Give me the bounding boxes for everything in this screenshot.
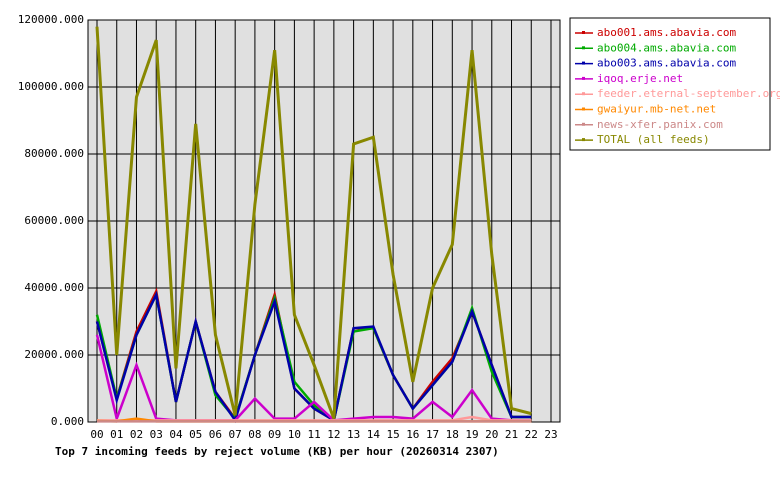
legend-label: abo001.ams.abavia.com	[597, 26, 736, 39]
legend-marker	[582, 46, 585, 50]
x-tick-label: 07	[229, 428, 242, 441]
legend-label: iqoq.erje.net	[597, 72, 683, 85]
x-tick-label: 01	[110, 428, 123, 441]
x-tick-label: 13	[347, 428, 360, 441]
legend-label: gwaiyur.mb-net.net	[597, 103, 716, 116]
y-tick-label: 60000.000	[24, 214, 84, 227]
legend-marker	[582, 92, 585, 96]
x-tick-label: 11	[308, 428, 321, 441]
x-tick-label: 04	[169, 428, 183, 441]
legend-marker	[582, 107, 585, 111]
legend-box	[569, 17, 771, 151]
legend-label: TOTAL (all feeds)	[597, 133, 710, 146]
x-tick-label: 02	[130, 428, 143, 441]
x-tick-label: 16	[406, 428, 419, 441]
x-tick-label: 05	[189, 428, 202, 441]
series-line	[95, 290, 532, 424]
legend-marker	[582, 122, 585, 126]
series-line	[95, 26, 532, 420]
legend-marker	[582, 61, 585, 65]
legend-marker	[582, 76, 585, 80]
chart-title: Top 7 incoming feeds by reject volume (K…	[55, 445, 499, 458]
x-tick-label: 22	[525, 428, 538, 441]
legend-label: abo003.ams.abavia.com	[597, 57, 736, 70]
legend-label: abo004.ams.abavia.com	[597, 41, 736, 54]
x-tick-label: 03	[150, 428, 163, 441]
y-tick-label: 0.000	[51, 415, 84, 428]
y-tick-label: 120000.000	[18, 13, 84, 26]
legend-label: feeder.eternal-september.org	[597, 87, 780, 100]
x-tick-label: 10	[288, 428, 301, 441]
y-tick-label: 100000.000	[18, 80, 84, 93]
legend-marker	[582, 138, 585, 142]
x-tick-label: 23	[544, 428, 557, 441]
x-tick-label: 09	[268, 428, 281, 441]
x-tick-label: 08	[248, 428, 261, 441]
legend-marker	[582, 31, 585, 34]
y-tick-label: 80000.000	[24, 147, 84, 160]
x-tick-label: 00	[90, 428, 103, 441]
x-tick-label: 14	[367, 428, 381, 441]
x-tick-label: 20	[485, 428, 498, 441]
x-tick-label: 15	[386, 428, 399, 441]
y-tick-label: 40000.000	[24, 281, 84, 294]
y-tick-label: 20000.000	[24, 348, 84, 361]
legend-label: news-xfer.panix.com	[597, 118, 723, 131]
x-tick-label: 21	[505, 428, 518, 441]
x-tick-label: 17	[426, 428, 439, 441]
x-tick-label: 19	[465, 428, 478, 441]
x-tick-label: 06	[209, 428, 222, 441]
x-tick-label: 18	[446, 428, 459, 441]
x-tick-label: 12	[327, 428, 340, 441]
